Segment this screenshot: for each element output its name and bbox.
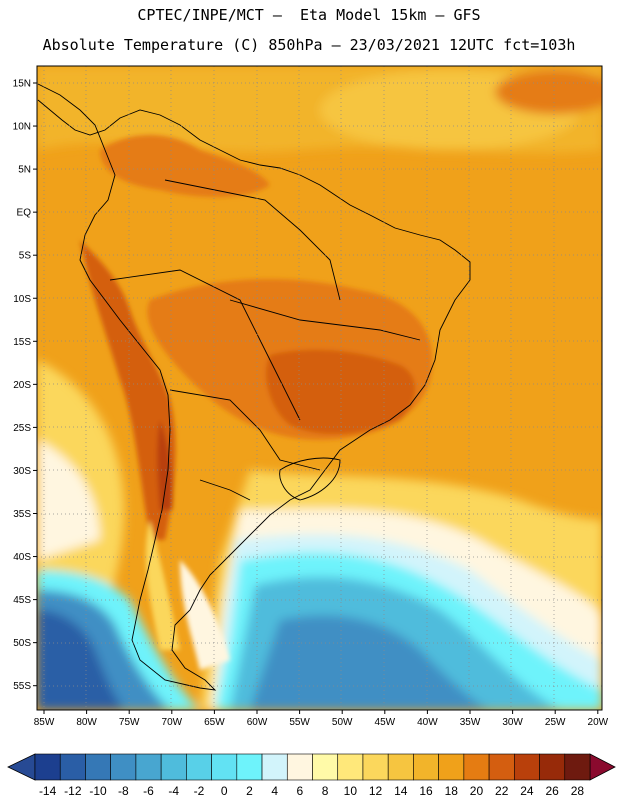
lat-tick-label: EQ xyxy=(17,208,32,219)
lat-tick-label: 30S xyxy=(13,466,31,477)
colorbar-swatch xyxy=(236,753,263,781)
title-line-1: CPTEC/INPE/MCT — Eta Model 15km — GFS xyxy=(137,6,481,24)
colorbar-swatch xyxy=(211,753,238,781)
coastline-outline xyxy=(37,83,471,691)
longitude-axis: 85W 80W 75W 70W 65W 60W 55W 50W 45W 40W 35W 30W 25W 2… xyxy=(34,710,609,728)
lat-tick-label: 55S xyxy=(13,681,31,692)
lon-tick-label: 50W xyxy=(332,717,353,728)
colorbar-swatch xyxy=(85,753,111,781)
lon-tick-label: 65W xyxy=(204,717,225,728)
colorbar-swatch xyxy=(135,753,162,781)
latitude-axis: 15N 10N 5N EQ 5S 10S 15S 20S 25S 30S 35S 40S 45S 50S 5… xyxy=(13,79,37,692)
lat-tick-label: 50S xyxy=(13,638,31,649)
colorbar-swatch xyxy=(362,753,389,781)
colorbar-label: 22 xyxy=(495,784,509,798)
lon-tick-label: 30W xyxy=(502,717,523,728)
lon-tick-label: 45W xyxy=(375,717,396,728)
colorbar-swatch xyxy=(463,753,490,781)
lon-tick-label: 60W xyxy=(247,717,268,728)
colorbar-swatch xyxy=(337,753,364,781)
colorbar-label: 8 xyxy=(322,784,329,798)
lon-tick-label: 80W xyxy=(76,717,97,728)
lat-tick-label: 5N xyxy=(18,165,31,176)
colorbar-swatch xyxy=(34,753,61,781)
map-frame xyxy=(36,65,603,711)
colorbar-label: 16 xyxy=(419,784,433,798)
colorbar-swatch xyxy=(312,753,339,781)
colorbar-swatch xyxy=(160,753,187,781)
lat-tick-label: 45S xyxy=(13,595,31,606)
colorbar-label: -8 xyxy=(118,784,129,798)
colorbar-swatch xyxy=(514,753,540,781)
colorbar-label: -14 xyxy=(39,784,57,798)
colorbar-label: 18 xyxy=(445,784,459,798)
colorbar-swatch xyxy=(438,753,465,781)
colorbar-swatch xyxy=(488,753,515,781)
lon-tick-label: 40W xyxy=(417,717,438,728)
lat-tick-label: 40S xyxy=(13,552,31,563)
colorbar-label: -10 xyxy=(89,784,107,798)
lat-tick-label: 20S xyxy=(13,380,31,391)
colorbar-label: 28 xyxy=(571,784,585,798)
lat-tick-label: 15S xyxy=(13,337,31,348)
colorbar-swatch xyxy=(564,753,591,781)
colorbar-label: 2 xyxy=(246,784,253,798)
colorbar-label: -2 xyxy=(194,784,205,798)
lon-tick-label: 70W xyxy=(162,717,183,728)
lat-tick-label: 15N xyxy=(13,79,31,90)
colorbar-swatch xyxy=(286,753,313,781)
title-line-2: Absolute Temperature (C) 850hPa — 23/03/… xyxy=(42,36,576,54)
lon-tick-label: 55W xyxy=(289,717,310,728)
colorbar-label: 14 xyxy=(394,784,408,798)
colorbar-swatch xyxy=(110,753,137,781)
colorbar-over-arrow xyxy=(589,753,616,781)
colorbar-label: -6 xyxy=(143,784,154,798)
lat-tick-label: 10N xyxy=(13,122,31,133)
colorbar-label: 6 xyxy=(297,784,304,798)
lat-tick-label: 5S xyxy=(19,251,32,262)
colorbar-swatch xyxy=(186,753,212,781)
colorbar-label: 0 xyxy=(221,784,228,798)
colorbar-label: 4 xyxy=(271,784,278,798)
lon-tick-label: 35W xyxy=(460,717,481,728)
colorbar-label: -12 xyxy=(64,784,82,798)
lon-tick-label: 85W xyxy=(34,717,55,728)
colorbar: -14 -12 -10 -8 -6 -4 -2 0 2 4 6 8 10 12 14 16 18 20 22 24 26… xyxy=(7,753,616,798)
colorbar-swatch xyxy=(539,753,566,781)
colorbar-swatch xyxy=(261,753,288,781)
colorbar-label: -4 xyxy=(168,784,179,798)
temperature-field xyxy=(37,66,602,710)
lat-tick-label: 35S xyxy=(13,509,31,520)
colorbar-swatch xyxy=(387,753,414,781)
colorbar-label: 20 xyxy=(470,784,484,798)
colorbar-label: 26 xyxy=(545,784,559,798)
colorbar-swatch xyxy=(59,753,86,781)
colorbar-label: 12 xyxy=(369,784,383,798)
colorbar-label: 10 xyxy=(344,784,358,798)
lat-tick-label: 10S xyxy=(13,294,31,305)
lat-tick-label: 25S xyxy=(13,423,31,434)
graticule xyxy=(37,66,602,710)
lon-tick-label: 25W xyxy=(545,717,566,728)
colorbar-under-arrow xyxy=(7,753,36,781)
lon-tick-label: 75W xyxy=(119,717,140,728)
lon-tick-label: 20W xyxy=(588,717,609,728)
colorbar-swatch xyxy=(413,753,439,781)
colorbar-label: 24 xyxy=(520,784,534,798)
